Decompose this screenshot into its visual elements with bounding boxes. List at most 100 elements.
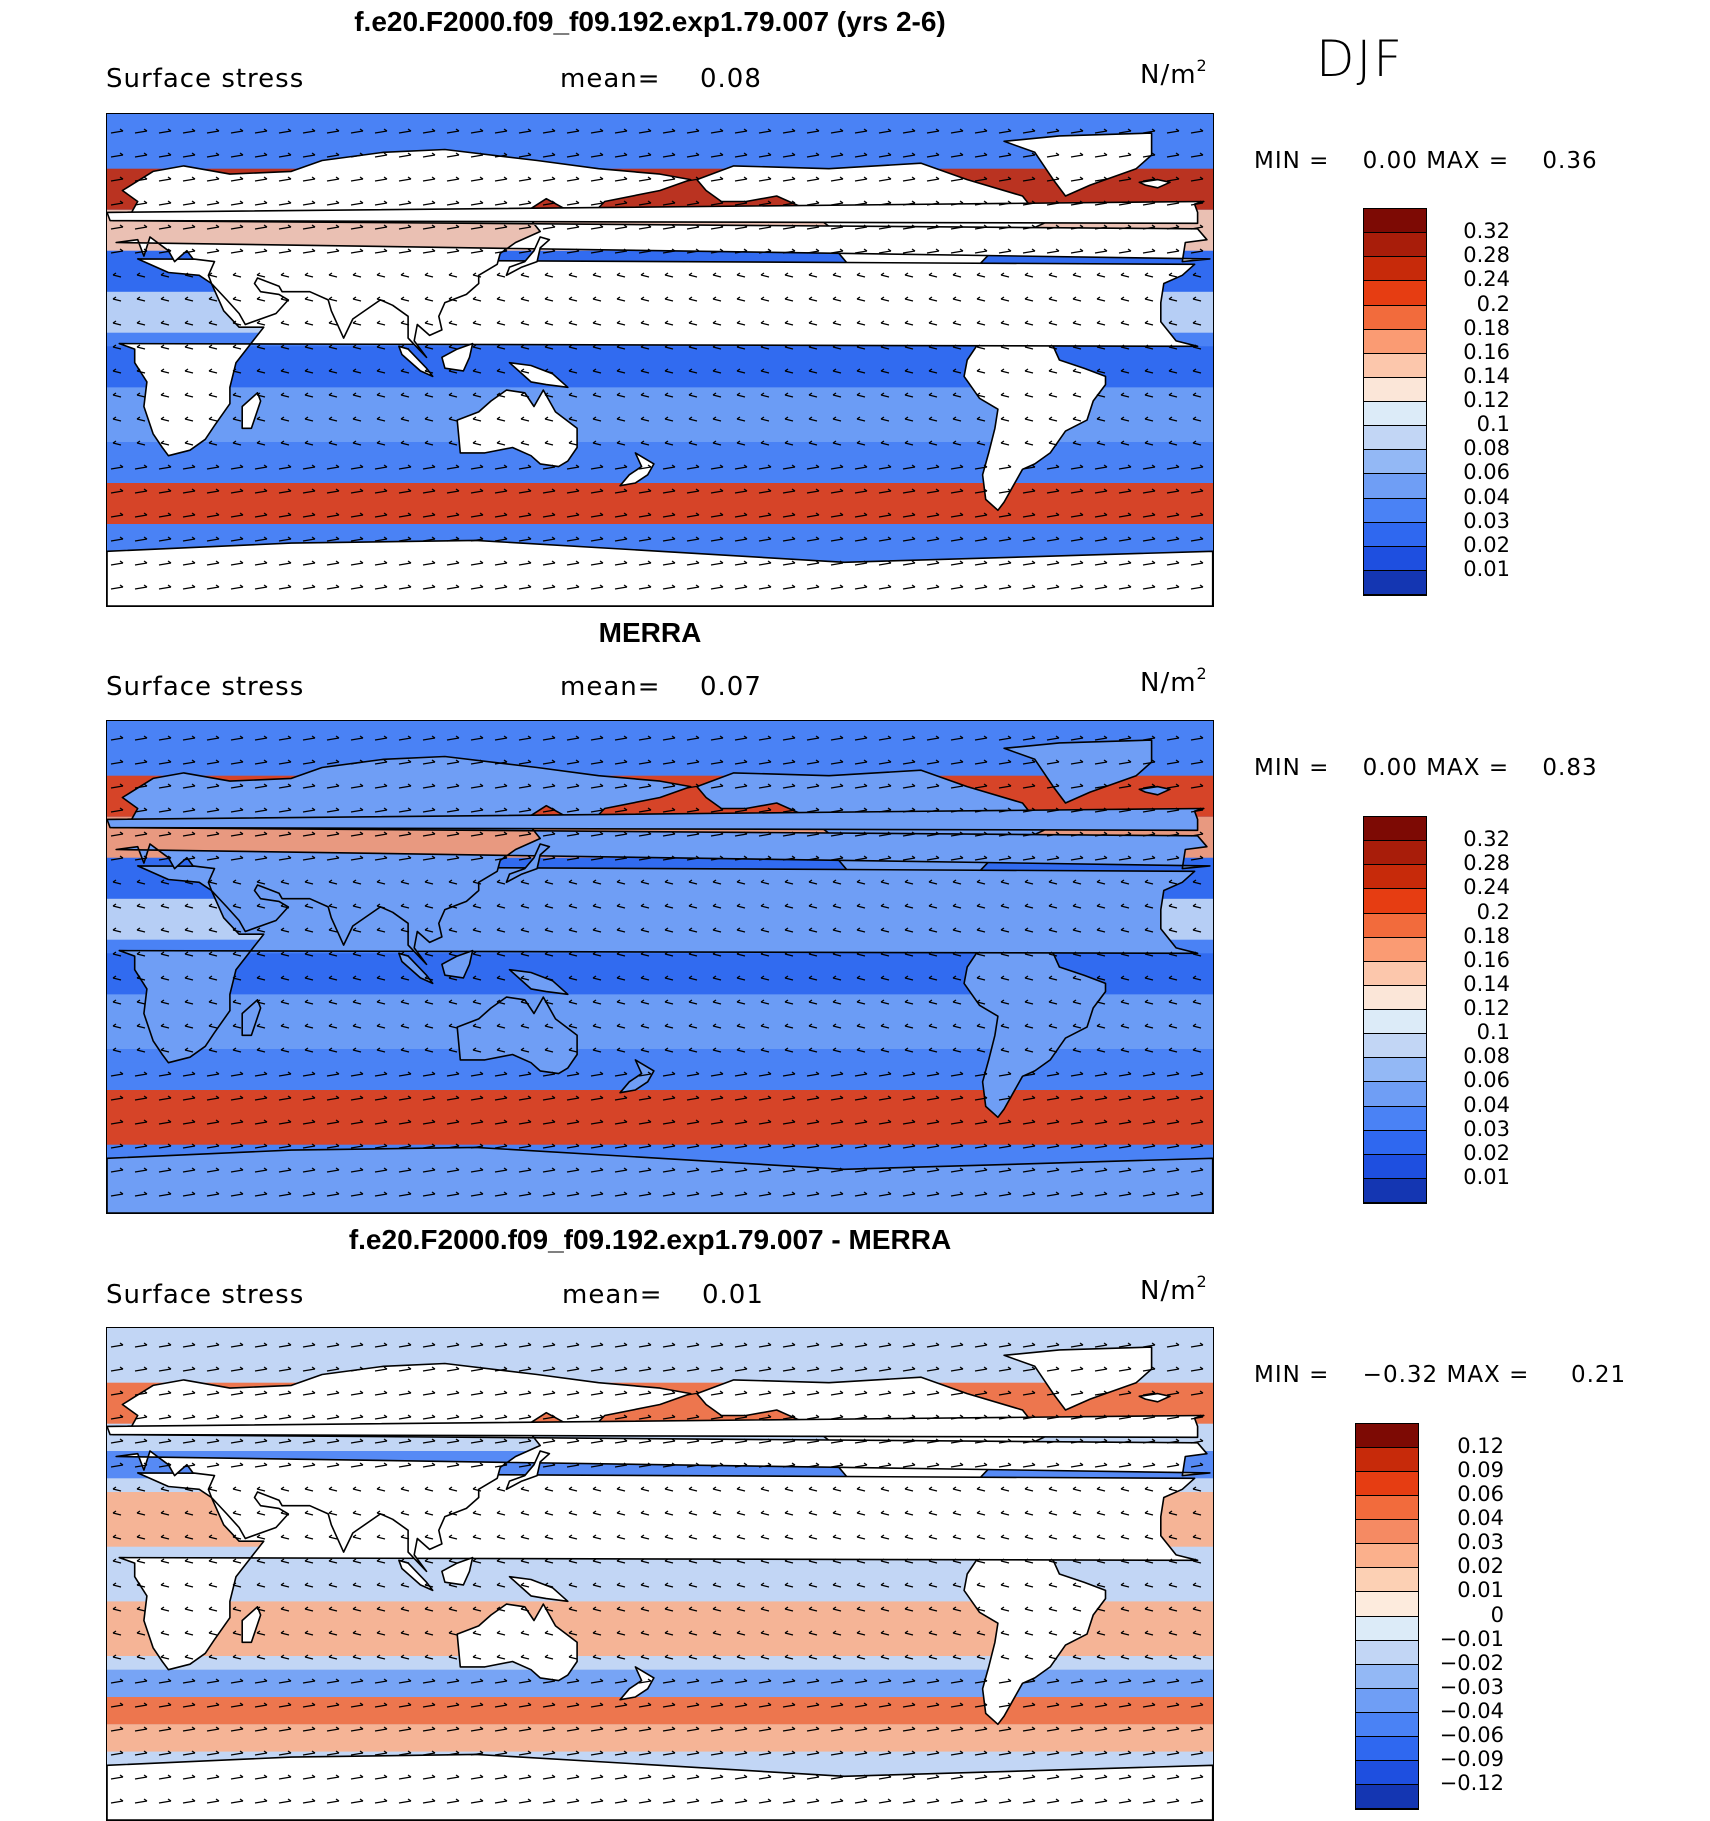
coastline-greenland bbox=[1003, 739, 1153, 804]
colorbar-swatch bbox=[1356, 1712, 1418, 1737]
coastline-australia bbox=[456, 1603, 578, 1682]
colorbar-swatch bbox=[1364, 498, 1426, 523]
colorbar-tick-label: −0.02 bbox=[1439, 1650, 1504, 1675]
stress-vectors bbox=[110, 128, 1204, 590]
colorbar-swatch bbox=[1356, 1568, 1418, 1593]
colorbar-tick-label: 0.04 bbox=[1463, 484, 1510, 509]
coastline-uk bbox=[107, 200, 1205, 225]
colorbar-tick-label: 0.16 bbox=[1463, 947, 1510, 972]
colorbar-tick-label: 0.02 bbox=[1463, 1140, 1510, 1165]
colorbar-tick-label: 0.16 bbox=[1463, 339, 1510, 364]
panel3-min-max: MIN = −0.32 MAX = 0.21 bbox=[1254, 1362, 1627, 1388]
coastline-eurasia bbox=[112, 148, 1211, 359]
coastline-antarctica bbox=[107, 1753, 1213, 1820]
panel1-map bbox=[106, 113, 1214, 607]
colorbar-swatch bbox=[1364, 377, 1426, 402]
colorbar-swatch bbox=[1364, 450, 1426, 475]
colorbar-swatch bbox=[1356, 1688, 1418, 1713]
colorbar-tick-label: 0.1 bbox=[1476, 1020, 1510, 1045]
colorbar-swatch bbox=[1364, 1082, 1426, 1107]
coastline-greenland bbox=[1003, 132, 1153, 197]
colorbar-tick-label: 0.28 bbox=[1463, 851, 1510, 876]
coastline-borneo bbox=[441, 1556, 474, 1586]
colorbar-tick-label: 0.09 bbox=[1457, 1458, 1504, 1483]
colorbar-tick-label: 0.04 bbox=[1457, 1506, 1504, 1531]
panel2-colorbar bbox=[1363, 816, 1427, 1204]
panel1-mean-label: mean= bbox=[560, 64, 661, 94]
colorbar-tick-label: 0.01 bbox=[1463, 556, 1510, 581]
colorbar-swatch bbox=[1364, 426, 1426, 451]
colorbar-swatch bbox=[1364, 889, 1426, 914]
colorbar-swatch bbox=[1356, 1496, 1418, 1521]
coastline-new-zealand bbox=[619, 1059, 655, 1094]
colorbar-swatch bbox=[1364, 329, 1426, 354]
coastline-japan bbox=[505, 843, 551, 884]
colorbar-tick-label: 0.01 bbox=[1463, 1164, 1510, 1189]
coastline-new-guinea bbox=[508, 968, 569, 996]
stress-vectors bbox=[110, 1342, 1204, 1804]
colorbar-swatch bbox=[1356, 1616, 1418, 1641]
colorbar-swatch bbox=[1364, 1106, 1426, 1131]
stress-band bbox=[107, 1724, 1213, 1752]
coastline-africa bbox=[118, 1472, 1199, 1671]
coastline-south-america bbox=[963, 933, 1107, 1119]
panel1-colorbar-labels: 0.32 0.28 0.24 0.2 0.18 0.16 0.14 0.12 0.1 0.08 0.… bbox=[1436, 208, 1516, 594]
colorbar-swatch bbox=[1364, 570, 1426, 595]
panel2-mean-label: mean= bbox=[560, 672, 661, 702]
colorbar-swatch bbox=[1356, 1760, 1418, 1785]
coastline-iceland bbox=[1138, 178, 1171, 189]
colorbar-tick-label: 0.01 bbox=[1457, 1578, 1504, 1603]
panel3-colorbar-labels: 0.12 0.09 0.06 0.04 0.03 0.02 0.01 0 −0.01 −0.02−… bbox=[1430, 1423, 1510, 1808]
coastline-south-america bbox=[963, 326, 1107, 512]
coastline-new-guinea bbox=[508, 361, 569, 389]
colorbar-tick-label: 0.03 bbox=[1457, 1530, 1504, 1555]
colorbar-swatch bbox=[1364, 841, 1426, 866]
colorbar-swatch bbox=[1356, 1640, 1418, 1665]
panel1-colorbar bbox=[1363, 208, 1427, 596]
colorbar-swatch bbox=[1356, 1664, 1418, 1689]
coastline-borneo bbox=[441, 342, 474, 372]
colorbar-swatch bbox=[1364, 233, 1426, 258]
colorbar-swatch bbox=[1364, 961, 1426, 986]
colorbar-tick-label: 0.02 bbox=[1457, 1554, 1504, 1579]
coastline-uk bbox=[107, 1414, 1205, 1439]
colorbar-swatch bbox=[1356, 1472, 1418, 1497]
colorbar-swatch bbox=[1364, 1034, 1426, 1059]
colorbar-tick-label: 0.24 bbox=[1463, 875, 1510, 900]
colorbar-swatch bbox=[1364, 281, 1426, 306]
coastline-antarctica bbox=[107, 1146, 1213, 1213]
colorbar-tick-label: 0.2 bbox=[1476, 899, 1510, 924]
colorbar-swatch bbox=[1364, 985, 1426, 1010]
coastline-japan bbox=[505, 1450, 551, 1491]
stress-band bbox=[107, 1697, 1213, 1725]
colorbar-tick-label: 0.18 bbox=[1463, 923, 1510, 948]
colorbar-tick-label: 0.12 bbox=[1463, 388, 1510, 412]
stress-band bbox=[107, 1090, 1213, 1145]
colorbar-swatch bbox=[1364, 1058, 1426, 1083]
panel1-mean-value: 0.08 bbox=[700, 64, 762, 94]
colorbar-swatch bbox=[1364, 546, 1426, 571]
colorbar-tick-label: 0.12 bbox=[1463, 996, 1510, 1020]
stress-band bbox=[107, 483, 1213, 524]
panel1-title: f.e20.F2000.f09_f09.192.exp1.79.007 (yrs… bbox=[354, 6, 946, 37]
colorbar-tick-label: 0.08 bbox=[1463, 1044, 1510, 1069]
colorbar-swatch bbox=[1364, 1130, 1426, 1155]
colorbar-swatch bbox=[1364, 474, 1426, 499]
panel3-variable-label: Surface stress bbox=[106, 1280, 305, 1310]
colorbar-swatch bbox=[1364, 865, 1426, 890]
colorbar-tick-label: 0.32 bbox=[1463, 827, 1510, 852]
colorbar-tick-label: 0.03 bbox=[1463, 1116, 1510, 1141]
panel1-units: N/m2 bbox=[1140, 56, 1208, 90]
panel2-units: N/m2 bbox=[1140, 664, 1208, 698]
panel1-variable-label: Surface stress bbox=[106, 64, 305, 94]
colorbar-swatch bbox=[1356, 1592, 1418, 1617]
colorbar-swatch bbox=[1364, 817, 1426, 842]
coastline-africa bbox=[118, 865, 1199, 1064]
colorbar-swatch bbox=[1364, 937, 1426, 962]
coastline-madagascar bbox=[241, 1606, 262, 1644]
colorbar-tick-label: 0.02 bbox=[1463, 532, 1510, 557]
coastline-japan bbox=[505, 236, 551, 277]
colorbar-swatch bbox=[1364, 1010, 1426, 1035]
panel2-title: MERRA bbox=[598, 617, 702, 648]
coastline-africa bbox=[118, 258, 1199, 457]
